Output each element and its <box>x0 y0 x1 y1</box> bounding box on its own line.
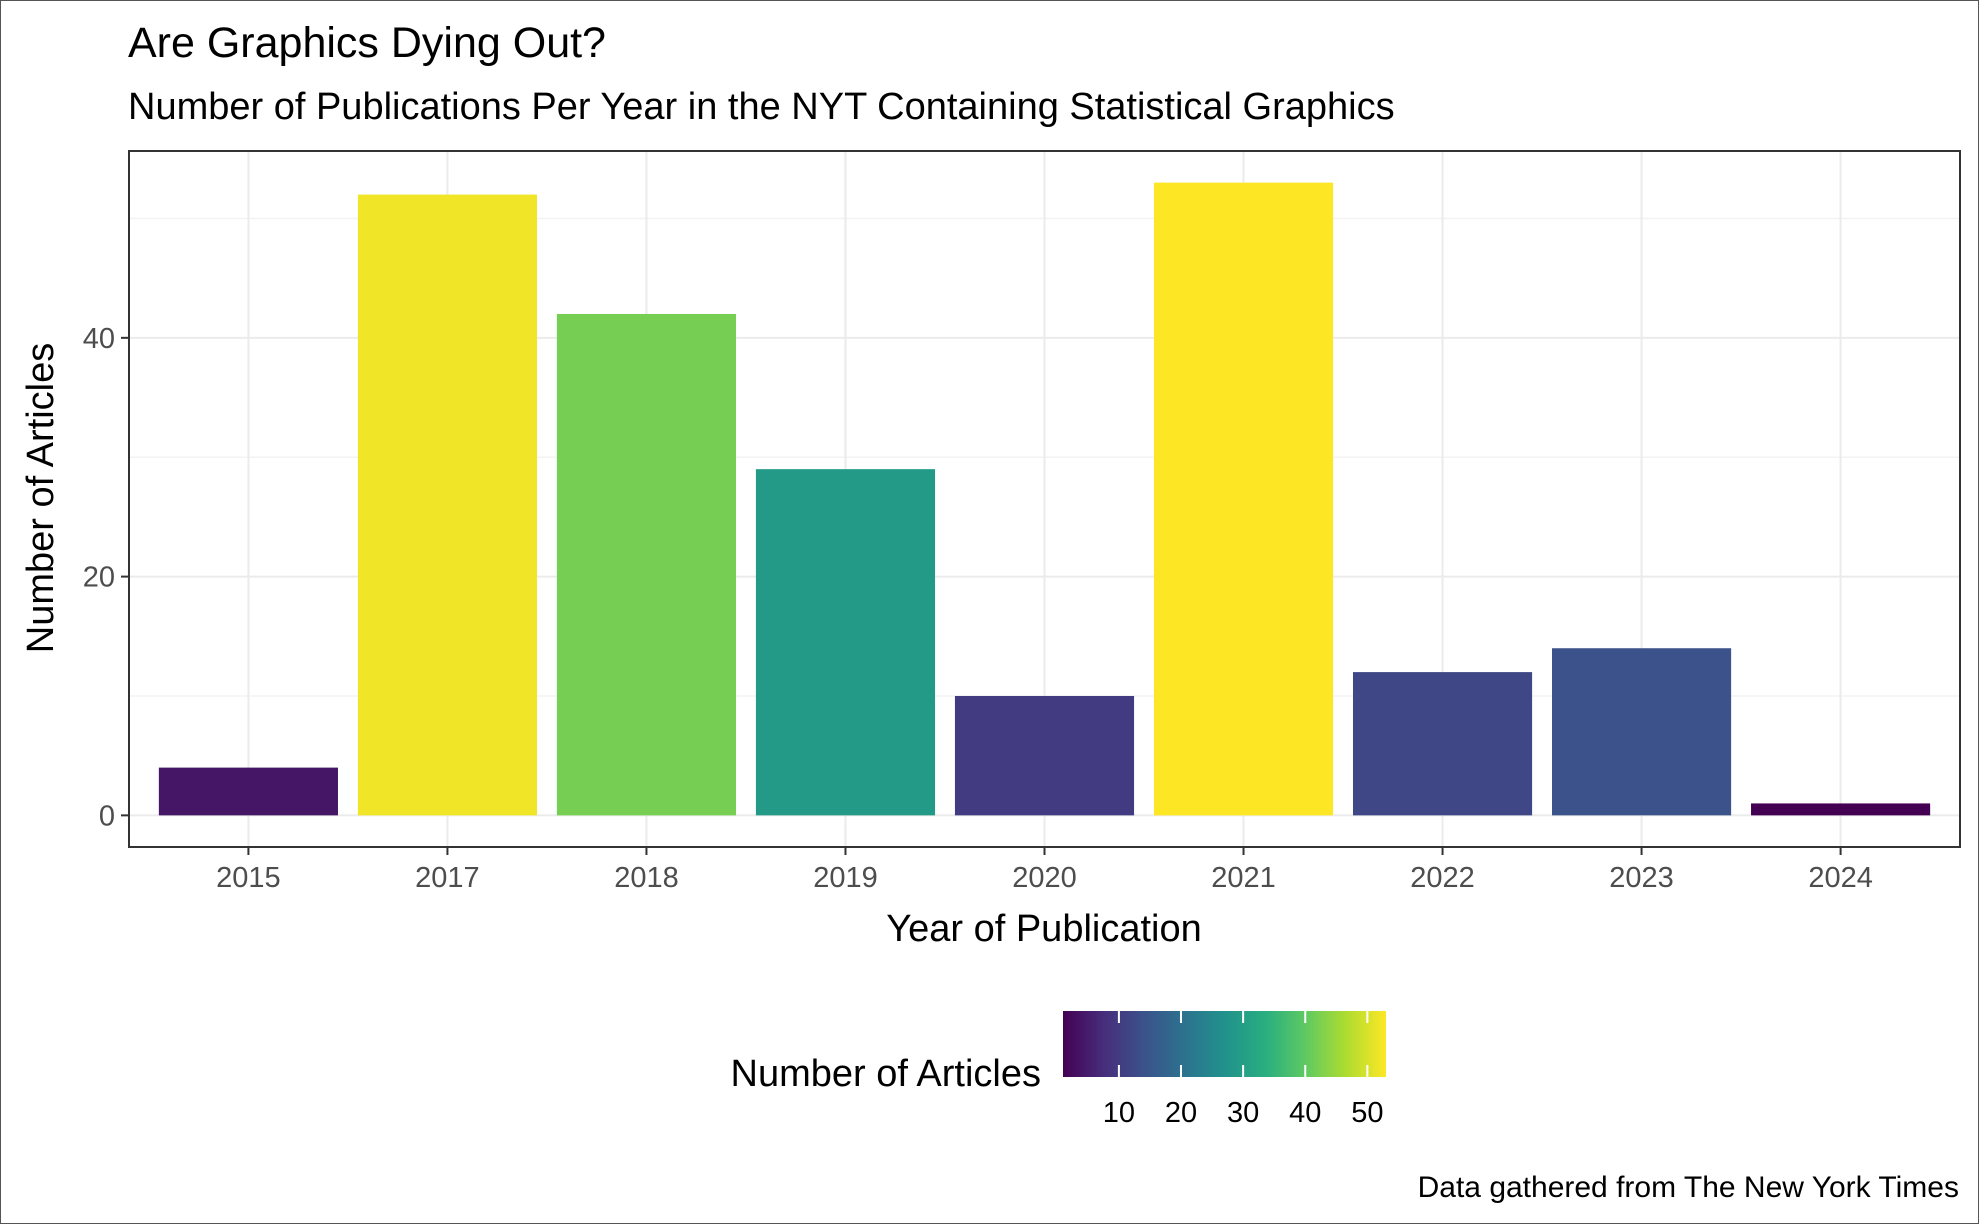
bar-2017 <box>357 194 537 816</box>
y-tick-label: 0 <box>99 800 115 832</box>
y-axis-title: Number of Articles <box>20 343 62 653</box>
chart-caption: Data gathered from The New York Times <box>1418 1171 1959 1204</box>
bar-2024 <box>1751 803 1931 816</box>
bar-2021 <box>1153 182 1334 816</box>
x-tick-label: 2021 <box>1211 862 1276 894</box>
x-tick-label: 2024 <box>1808 862 1873 894</box>
y-tick-label: 40 <box>83 323 115 355</box>
x-tick-label: 2017 <box>415 862 480 894</box>
chart-subtitle: Number of Publications Per Year in the N… <box>128 86 1395 128</box>
x-tick-label: 2022 <box>1410 862 1475 894</box>
bar-2015 <box>158 767 338 816</box>
legend-title: Number of Articles <box>731 1053 1041 1095</box>
y-tick-label: 20 <box>83 562 115 594</box>
bar-2019 <box>755 469 936 816</box>
colorbar-tick-label: 30 <box>1227 1097 1259 1129</box>
x-tick-label: 2015 <box>216 862 281 894</box>
bar-2020 <box>954 695 1135 816</box>
bar-2018 <box>556 313 737 816</box>
x-tick-label: 2023 <box>1609 862 1674 894</box>
bar-2022 <box>1352 672 1533 816</box>
bars <box>158 182 1931 816</box>
y-axis: 0 20 40 <box>83 323 129 832</box>
chart-title: Are Graphics Dying Out? <box>128 19 606 67</box>
colorbar-tick-label: 50 <box>1351 1097 1383 1129</box>
x-tick-label: 2020 <box>1012 862 1077 894</box>
x-axis: 2015 2017 2018 2019 2020 2021 2022 2023 2024 <box>216 847 1873 894</box>
x-tick-label: 2018 <box>614 862 679 894</box>
bar-2023 <box>1552 648 1732 816</box>
legend-colorbar <box>1063 1011 1386 1077</box>
colorbar-tick-label: 40 <box>1289 1097 1321 1129</box>
colorbar-tick-label: 10 <box>1103 1097 1135 1129</box>
legend: Number of Articles 10 20 30 40 50 <box>731 1011 1386 1129</box>
colorbar-tick-label: 20 <box>1165 1097 1197 1129</box>
x-tick-label: 2019 <box>813 862 878 894</box>
legend-colorbar-ticks: 10 20 30 40 50 <box>1103 1011 1383 1129</box>
x-axis-title: Year of Publication <box>886 908 1202 950</box>
